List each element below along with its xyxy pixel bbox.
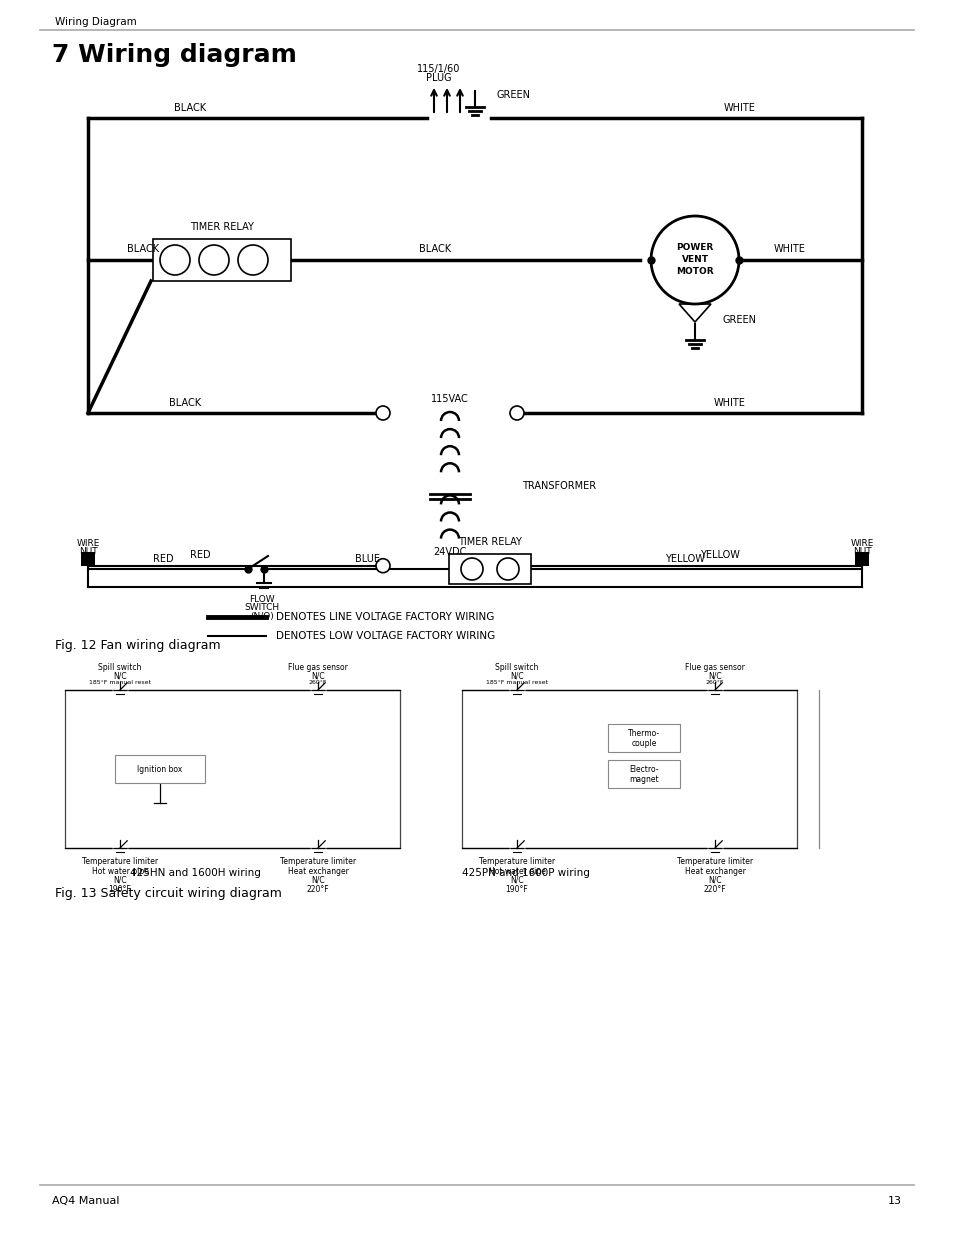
Text: Flue gas sensor: Flue gas sensor (684, 663, 744, 673)
Text: Spill switch: Spill switch (495, 663, 538, 673)
Bar (607, 724, 679, 752)
Text: 190°F: 190°F (109, 884, 132, 893)
Text: MOTOR: MOTOR (676, 268, 713, 277)
Text: FLOW: FLOW (249, 594, 274, 604)
Text: couple: couple (631, 739, 656, 747)
Text: Fig. 12 Fan wiring diagram: Fig. 12 Fan wiring diagram (55, 638, 220, 652)
Text: BLACK: BLACK (173, 103, 206, 112)
Text: 7 Wiring diagram: 7 Wiring diagram (52, 43, 296, 67)
Text: Temperature limiter: Temperature limiter (82, 857, 158, 867)
Text: WHITE: WHITE (773, 245, 805, 254)
Bar (607, 760, 679, 788)
Bar (115, 755, 205, 783)
Circle shape (650, 216, 739, 304)
Text: BLACK: BLACK (127, 245, 159, 254)
Bar (81, 552, 95, 566)
Text: YELLOW: YELLOW (664, 555, 704, 564)
Circle shape (375, 558, 390, 573)
Text: 260°F: 260°F (309, 680, 327, 685)
Text: POWER: POWER (676, 243, 713, 252)
Text: BLACK: BLACK (418, 245, 451, 254)
Text: BLACK: BLACK (169, 398, 201, 408)
Text: BLUE: BLUE (355, 555, 380, 564)
Text: Spill switch: Spill switch (98, 663, 142, 673)
Text: 190°F: 190°F (505, 884, 528, 893)
Text: 1: 1 (469, 564, 475, 573)
Text: NUT: NUT (852, 547, 870, 556)
Text: magnet: magnet (629, 774, 659, 783)
Text: VENT: VENT (680, 256, 708, 264)
Text: Fig. 13 Safety circuit wiring diagram: Fig. 13 Safety circuit wiring diagram (55, 887, 281, 899)
Text: TIMER RELAY: TIMER RELAY (190, 222, 253, 232)
Text: 425PN and 1600P wiring: 425PN and 1600P wiring (461, 868, 589, 878)
Circle shape (160, 245, 190, 275)
Circle shape (510, 406, 523, 420)
Text: Hot water pipe: Hot water pipe (91, 867, 149, 876)
Text: C: C (172, 256, 178, 264)
Text: NUT: NUT (78, 547, 97, 556)
Text: N/C: N/C (707, 672, 721, 680)
Text: N/C: N/C (510, 672, 523, 680)
Text: RED: RED (152, 555, 173, 564)
Text: Heat exchanger: Heat exchanger (287, 867, 348, 876)
Text: WHITE: WHITE (713, 398, 745, 408)
Circle shape (497, 558, 518, 580)
Text: 13: 13 (887, 1195, 901, 1207)
Text: Electro-: Electro- (629, 764, 659, 773)
Text: N/C: N/C (113, 672, 127, 680)
Text: 185°F manual reset: 185°F manual reset (485, 680, 547, 685)
Text: Temperature limiter: Temperature limiter (677, 857, 752, 867)
Bar (449, 555, 531, 584)
Text: TIMER RELAY: TIMER RELAY (457, 537, 521, 547)
Text: NC: NC (208, 256, 220, 264)
Text: GREEN: GREEN (497, 90, 531, 100)
Polygon shape (679, 304, 710, 322)
Text: SWITCH: SWITCH (244, 604, 279, 613)
Circle shape (199, 245, 229, 275)
Text: 220°F: 220°F (306, 884, 329, 893)
Bar (854, 552, 868, 566)
Bar (65, 690, 399, 848)
Text: Ignition box: Ignition box (137, 764, 182, 773)
Text: GREEN: GREEN (722, 315, 757, 325)
Text: 2: 2 (505, 564, 510, 573)
Text: N/C: N/C (311, 672, 324, 680)
Text: 185°F manual reset: 185°F manual reset (89, 680, 151, 685)
Text: PLUG: PLUG (426, 73, 452, 83)
Bar (461, 690, 796, 848)
Text: 425HN and 1600H wiring: 425HN and 1600H wiring (130, 868, 260, 878)
Circle shape (237, 245, 268, 275)
Text: TRANSFORMER: TRANSFORMER (521, 482, 596, 492)
Circle shape (510, 558, 523, 573)
Text: DENOTES LOW VOLTAGE FACTORY WIRING: DENOTES LOW VOLTAGE FACTORY WIRING (275, 631, 495, 641)
Text: AQ4 Manual: AQ4 Manual (52, 1195, 119, 1207)
Text: (N/O): (N/O) (250, 613, 274, 621)
Text: N/C: N/C (707, 876, 721, 884)
Bar (152, 240, 291, 282)
Text: WHITE: WHITE (723, 103, 755, 112)
Circle shape (375, 406, 390, 420)
Text: WIRE: WIRE (76, 538, 99, 547)
Text: 220°F: 220°F (703, 884, 725, 893)
Text: Flue gas sensor: Flue gas sensor (288, 663, 348, 673)
Text: 24VDC: 24VDC (433, 547, 466, 557)
Circle shape (460, 558, 482, 580)
Text: N/C: N/C (510, 876, 523, 884)
Text: Hot water pipe: Hot water pipe (488, 867, 545, 876)
Text: Temperature limiter: Temperature limiter (478, 857, 555, 867)
Text: N/C: N/C (113, 876, 127, 884)
Text: Heat exchanger: Heat exchanger (684, 867, 744, 876)
Text: Wiring Diagram: Wiring Diagram (55, 17, 136, 27)
Text: 260°F: 260°F (705, 680, 723, 685)
Text: YELLOW: YELLOW (700, 550, 740, 559)
Text: 115/1/60: 115/1/60 (416, 64, 460, 74)
Text: 115VAC: 115VAC (431, 394, 468, 404)
Text: NO: NO (246, 256, 259, 264)
Text: RED: RED (190, 550, 210, 559)
Text: Temperature limiter: Temperature limiter (279, 857, 355, 867)
Text: Thermo-: Thermo- (627, 729, 659, 737)
Text: WIRE: WIRE (849, 538, 873, 547)
Text: DENOTES LINE VOLTAGE FACTORY WIRING: DENOTES LINE VOLTAGE FACTORY WIRING (275, 613, 494, 622)
Text: N/C: N/C (311, 876, 324, 884)
